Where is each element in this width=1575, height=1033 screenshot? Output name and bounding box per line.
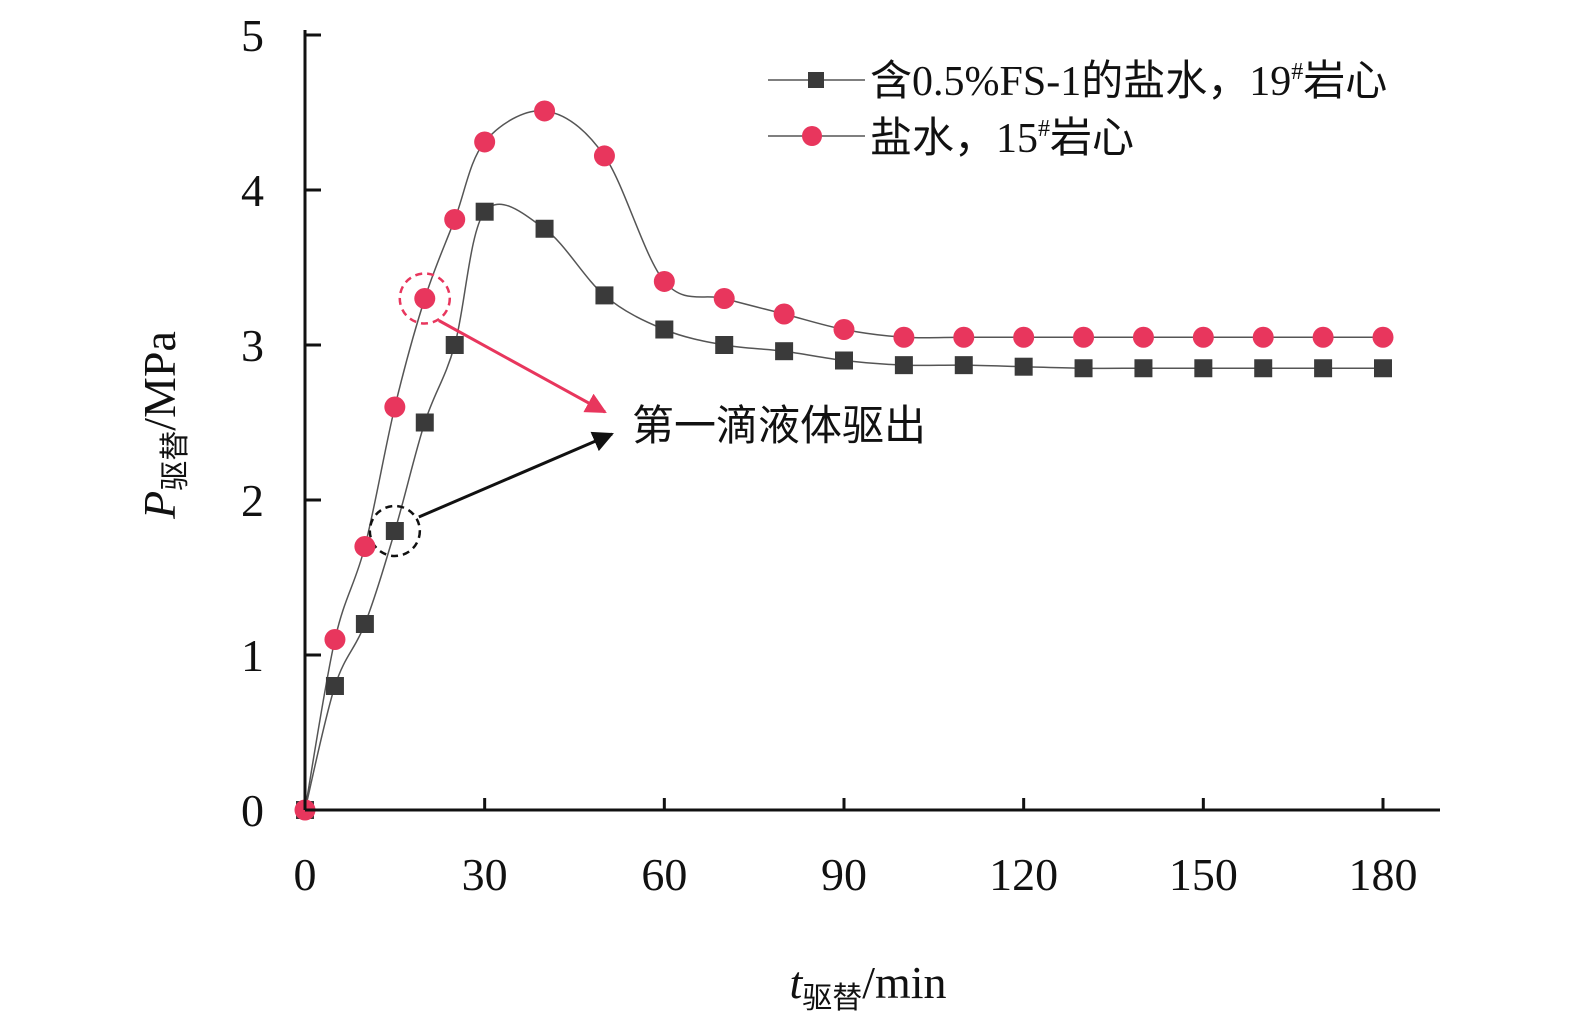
data-point-circle — [1372, 326, 1394, 348]
data-point-square — [475, 202, 494, 221]
y-axis-label: P驱替/MPa — [134, 331, 192, 520]
annotation-arrow — [418, 431, 614, 519]
data-point-circle — [773, 303, 795, 325]
data-point-circle — [953, 326, 975, 348]
annotation-text: 第一滴液体驱出 — [632, 403, 926, 450]
data-point-circle — [414, 288, 436, 309]
data-point-square — [1194, 359, 1213, 378]
data-point-square — [415, 413, 434, 432]
data-point-square — [385, 522, 404, 540]
y-tick-label: 5 — [241, 10, 264, 61]
data-point-circle — [1013, 326, 1035, 348]
data-point-square — [715, 336, 734, 354]
y-tick-label: 2 — [241, 475, 264, 526]
data-point-square — [595, 286, 614, 305]
data-point-circle — [384, 396, 406, 418]
series-line-1 — [304, 203, 1383, 811]
legend-item-series-2: 盐水，15#岩心 — [768, 116, 1134, 162]
data-point-circle — [893, 326, 915, 348]
x-tick-label: 180 — [1349, 849, 1418, 900]
legend-item-series-1: 含0.5%FS-1的盐水，19#岩心 — [768, 59, 1387, 105]
data-point-square — [1074, 359, 1093, 378]
data-point-square — [1254, 359, 1273, 378]
data-point-circle — [1132, 326, 1154, 348]
data-point-circle — [1312, 326, 1334, 348]
y-tick-label: 1 — [241, 630, 264, 681]
data-point-circle — [354, 536, 376, 557]
data-point-square — [1314, 359, 1333, 378]
x-axis-label: t驱替/min — [789, 957, 946, 1015]
x-tick-label: 30 — [462, 849, 508, 900]
x-tick-label: 120 — [989, 849, 1058, 900]
legend-label-series-1: 含0.5%FS-1的盐水，19#岩心 — [870, 59, 1387, 105]
x-tick-label: 0 — [294, 849, 317, 900]
data-point-circle — [444, 208, 466, 230]
data-point-circle — [474, 131, 496, 153]
annotation-layer — [368, 272, 614, 558]
data-point-square — [1014, 357, 1033, 376]
annotation-circle — [398, 272, 452, 325]
annotation-circle — [368, 504, 422, 558]
y-tick-label: 0 — [241, 785, 264, 836]
data-point-circle — [324, 629, 346, 650]
data-point-square — [775, 342, 794, 361]
y-tick-label: 4 — [241, 165, 264, 216]
data-point-circle — [1252, 326, 1274, 348]
data-point-square — [835, 351, 853, 370]
y-tick-label: 3 — [241, 320, 264, 371]
data-point-square — [655, 320, 674, 339]
legend-marker-circle — [802, 126, 822, 146]
data-point-circle — [653, 270, 675, 292]
data-point-square — [1134, 359, 1153, 378]
data-point-circle — [1192, 326, 1214, 348]
data-point-circle — [833, 319, 855, 340]
data-point-square — [325, 677, 344, 695]
data-point-square — [1374, 359, 1392, 378]
data-point-circle — [593, 145, 615, 167]
series-lines — [304, 110, 1383, 811]
data-point-square — [894, 356, 913, 375]
legend: 含0.5%FS-1的盐水，19#岩心 盐水，15#岩心 — [768, 59, 1387, 162]
x-tick-label: 60 — [641, 849, 687, 900]
series-line-2 — [304, 110, 1383, 811]
data-point-square — [355, 615, 374, 633]
data-point-square — [445, 336, 464, 354]
axes: 0 30 60 90 120 150 180 0 1 2 3 4 5 — [241, 10, 1440, 900]
x-tick-label: 90 — [821, 849, 867, 900]
data-point-circle — [534, 100, 556, 122]
legend-marker-square — [808, 72, 824, 88]
data-point-circle — [1073, 326, 1095, 348]
x-tick-label: 150 — [1169, 849, 1238, 900]
series-markers — [294, 100, 1394, 821]
data-point-square — [954, 356, 973, 375]
data-point-square — [535, 219, 554, 238]
data-point-circle — [713, 288, 735, 309]
legend-label-series-2: 盐水，15#岩心 — [870, 116, 1134, 162]
annotation-arrow — [438, 319, 607, 414]
